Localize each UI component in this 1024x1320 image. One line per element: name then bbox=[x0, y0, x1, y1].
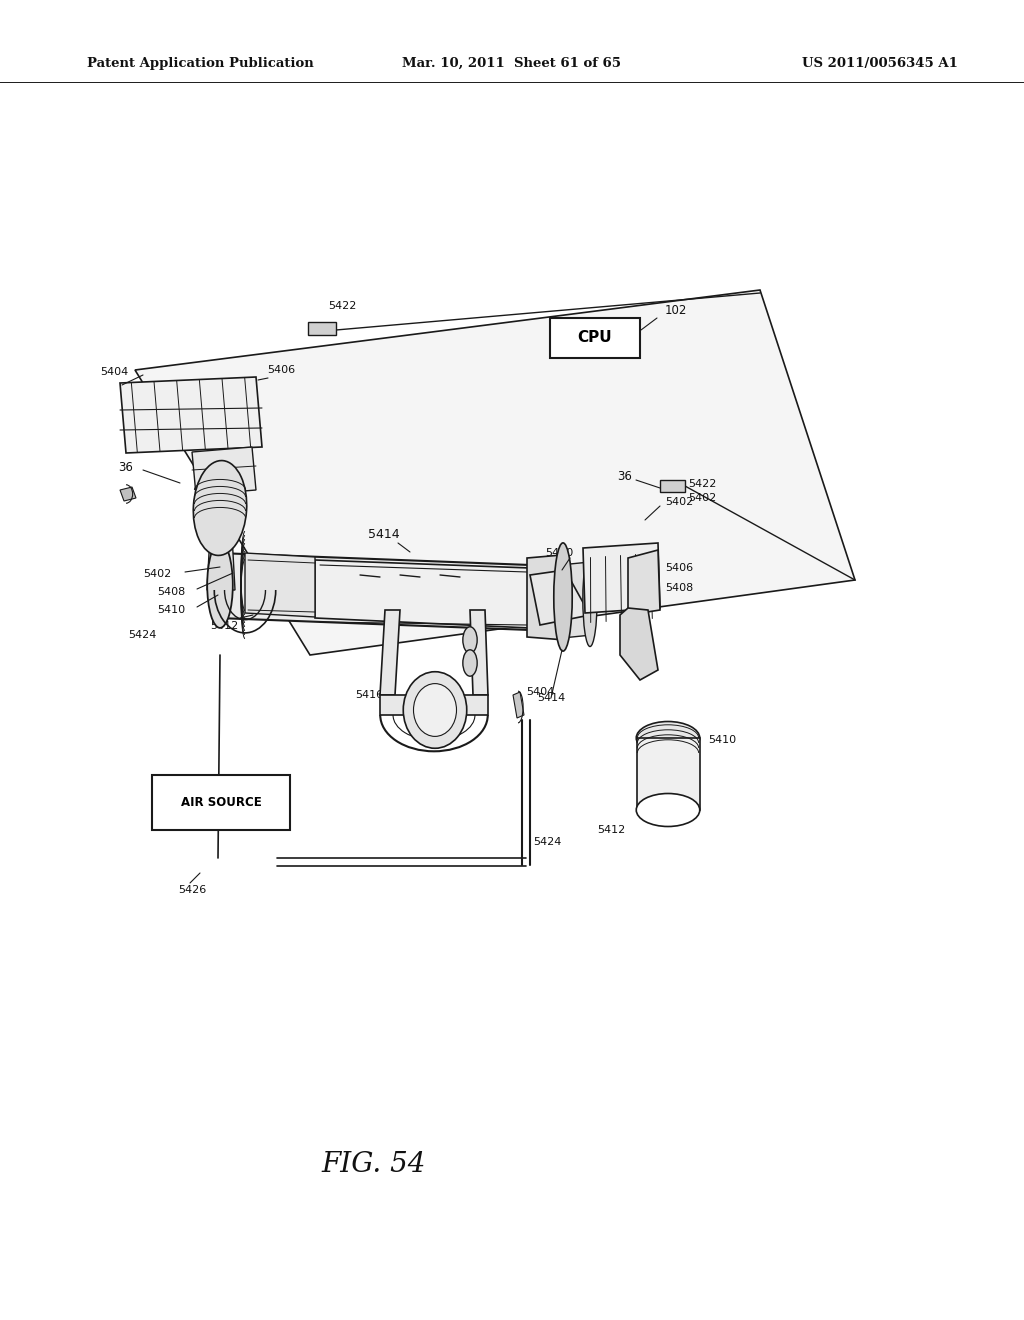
Text: 5406: 5406 bbox=[267, 366, 295, 375]
Text: 5404: 5404 bbox=[526, 686, 554, 697]
Polygon shape bbox=[637, 738, 700, 810]
Ellipse shape bbox=[463, 627, 477, 653]
Text: 5414: 5414 bbox=[537, 693, 565, 704]
Text: 5404: 5404 bbox=[100, 367, 128, 378]
Text: 5416: 5416 bbox=[355, 690, 383, 700]
Polygon shape bbox=[513, 692, 524, 718]
Polygon shape bbox=[207, 535, 234, 590]
Text: US 2011/0056345 A1: US 2011/0056345 A1 bbox=[802, 57, 957, 70]
Ellipse shape bbox=[463, 649, 477, 676]
Polygon shape bbox=[620, 609, 658, 680]
Bar bbox=[660, 480, 685, 492]
Text: Mar. 10, 2011  Sheet 61 of 65: Mar. 10, 2011 Sheet 61 of 65 bbox=[402, 57, 622, 70]
Polygon shape bbox=[628, 550, 660, 615]
Ellipse shape bbox=[583, 552, 597, 647]
Ellipse shape bbox=[194, 461, 247, 556]
Ellipse shape bbox=[207, 543, 232, 628]
Polygon shape bbox=[120, 487, 136, 502]
Text: 102: 102 bbox=[665, 304, 687, 317]
Ellipse shape bbox=[554, 543, 572, 651]
Ellipse shape bbox=[636, 722, 699, 755]
Text: 5402: 5402 bbox=[143, 569, 171, 579]
Polygon shape bbox=[135, 290, 855, 655]
Bar bbox=[550, 318, 640, 358]
Polygon shape bbox=[583, 543, 660, 612]
Ellipse shape bbox=[636, 793, 699, 826]
Text: AIR SOURCE: AIR SOURCE bbox=[181, 796, 261, 809]
Polygon shape bbox=[120, 378, 262, 453]
Text: 5424: 5424 bbox=[128, 630, 157, 640]
Text: 5426: 5426 bbox=[178, 884, 206, 895]
Text: 5414: 5414 bbox=[368, 528, 399, 541]
Polygon shape bbox=[530, 570, 590, 624]
Text: 36: 36 bbox=[617, 470, 632, 483]
Text: 5406: 5406 bbox=[665, 564, 693, 573]
Ellipse shape bbox=[403, 672, 467, 748]
Text: 36: 36 bbox=[118, 462, 133, 474]
Text: 5420: 5420 bbox=[545, 548, 573, 558]
Polygon shape bbox=[218, 553, 530, 630]
Text: 5402: 5402 bbox=[665, 498, 693, 507]
Text: 5418: 5418 bbox=[408, 723, 436, 733]
Polygon shape bbox=[380, 610, 400, 696]
Text: Patent Application Publication: Patent Application Publication bbox=[87, 57, 313, 70]
Text: 5410: 5410 bbox=[708, 735, 736, 744]
Text: 5412: 5412 bbox=[210, 620, 239, 631]
Text: 5424: 5424 bbox=[534, 837, 561, 847]
Text: 5412: 5412 bbox=[597, 825, 626, 836]
Ellipse shape bbox=[414, 684, 457, 737]
Text: 5422: 5422 bbox=[328, 301, 356, 312]
Text: CPU: CPU bbox=[578, 330, 612, 346]
Text: 5410: 5410 bbox=[157, 605, 185, 615]
Text: 5402: 5402 bbox=[688, 492, 716, 503]
Polygon shape bbox=[245, 553, 315, 616]
Text: 5408: 5408 bbox=[157, 587, 185, 597]
Polygon shape bbox=[193, 447, 256, 495]
Bar bbox=[308, 322, 336, 335]
Bar bbox=[152, 775, 290, 830]
Text: 5422: 5422 bbox=[688, 479, 717, 488]
Polygon shape bbox=[560, 562, 592, 638]
Polygon shape bbox=[315, 560, 530, 628]
Text: 5408: 5408 bbox=[665, 583, 693, 593]
Polygon shape bbox=[380, 696, 488, 715]
Polygon shape bbox=[470, 610, 488, 696]
Text: FIG. 54: FIG. 54 bbox=[322, 1151, 426, 1177]
Polygon shape bbox=[527, 554, 565, 640]
